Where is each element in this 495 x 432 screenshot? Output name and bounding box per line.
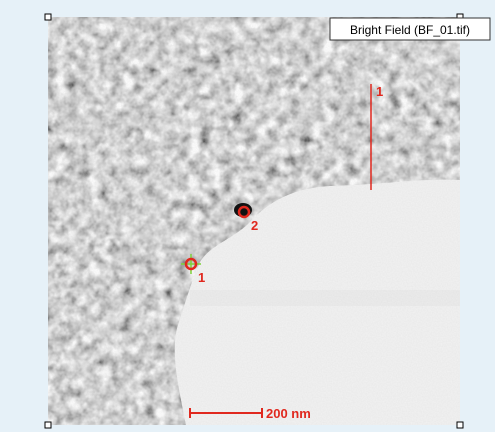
scale-bar-label: 200 nm: [266, 406, 311, 421]
line-label: 1: [376, 84, 383, 99]
marker-label: 1: [198, 270, 205, 285]
viewer: Bright Field (BF_01.tif) 1 1 2 200 nm: [0, 0, 495, 432]
image-title: Bright Field (BF_01.tif): [350, 23, 470, 37]
page: Bright Field (BF_01.tif) 1 1 2 200 nm ((…: [0, 0, 495, 432]
marker-label: 2: [251, 218, 258, 233]
